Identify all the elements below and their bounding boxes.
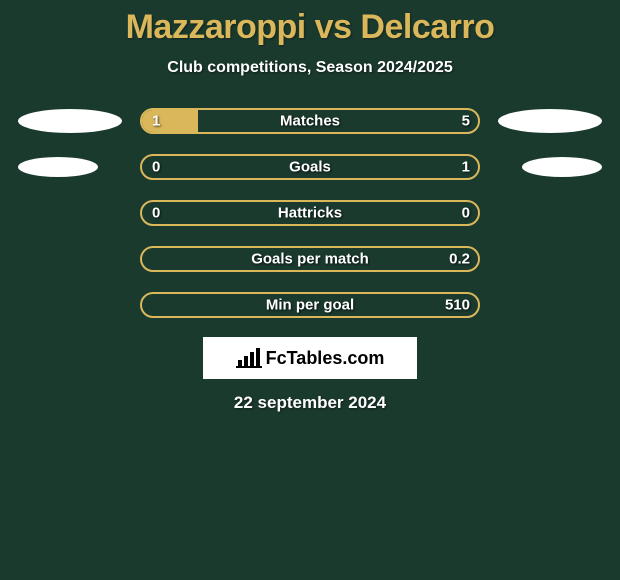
stat-value-right: 1 xyxy=(462,159,470,176)
stat-value-right: 0 xyxy=(462,205,470,222)
stat-value-right: 510 xyxy=(445,297,470,314)
stat-bar-track: Goals per match xyxy=(140,246,480,272)
stat-value-left: 0 xyxy=(152,159,160,176)
subtitle: Club competitions, Season 2024/2025 xyxy=(0,59,620,77)
stat-row: Matches1 5 xyxy=(10,107,610,135)
date-text: 22 september 2024 xyxy=(0,393,620,413)
stat-label: Goals per match xyxy=(142,251,478,268)
stat-bar-track: Matches xyxy=(140,108,480,134)
comparison-chart: Matches15Goals01Hattricks00Goals per mat… xyxy=(10,107,610,319)
stat-value-left: 1 xyxy=(152,113,160,130)
brand-text: FcTables.com xyxy=(266,348,385,369)
stat-label: Min per goal xyxy=(142,297,478,314)
stat-bar-track: Hattricks xyxy=(140,200,480,226)
stat-row: Goals0 1 xyxy=(10,153,610,181)
stat-value-right: 5 xyxy=(462,113,470,130)
left-ellipse xyxy=(18,157,98,177)
stat-bar-track: Min per goal xyxy=(140,292,480,318)
brand-badge: FcTables.com xyxy=(203,337,417,379)
brand-chart-icon xyxy=(236,348,262,368)
stat-row: Goals per match0.2 xyxy=(10,245,610,273)
stat-bar-track: Goals xyxy=(140,154,480,180)
stat-label: Goals xyxy=(142,159,478,176)
stat-label: Matches xyxy=(142,113,478,130)
left-ellipse xyxy=(18,109,122,133)
stat-row: Min per goal510 xyxy=(10,291,610,319)
stat-row: Hattricks0 0 xyxy=(10,199,610,227)
stat-value-left: 0 xyxy=(152,205,160,222)
stat-label: Hattricks xyxy=(142,205,478,222)
page-title: Mazzaroppi vs Delcarro xyxy=(0,0,620,47)
right-ellipse xyxy=(498,109,602,133)
stat-value-right: 0.2 xyxy=(449,251,470,268)
right-ellipse xyxy=(522,157,602,177)
